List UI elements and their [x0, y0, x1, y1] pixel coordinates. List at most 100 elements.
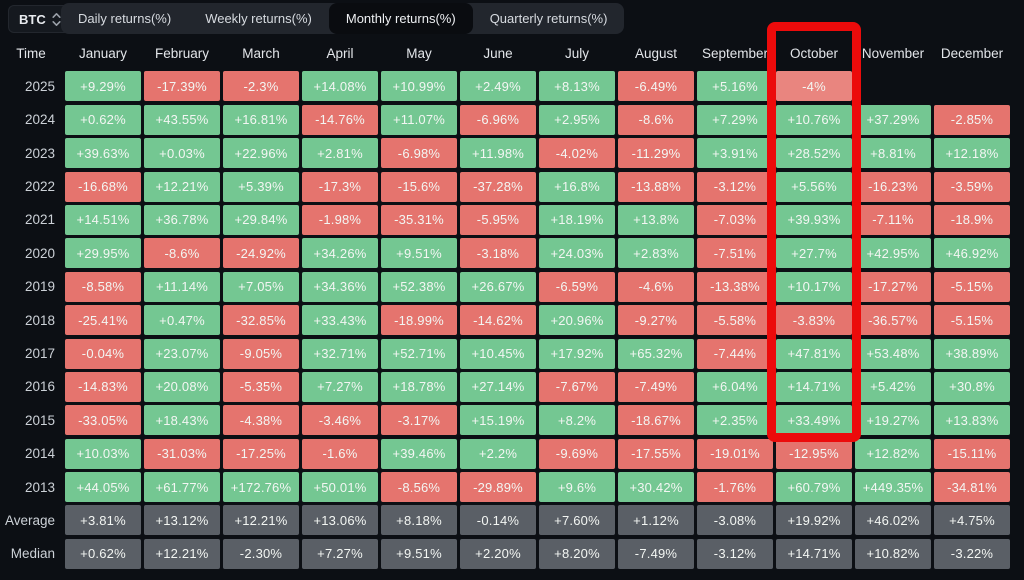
return-cell-2024-april: -14.76% — [302, 104, 378, 135]
return-cell-2024-october: +10.76% — [776, 104, 852, 135]
return-cell-2019-april: +34.36% — [302, 271, 378, 302]
return-cell-2013-february: +61.77% — [144, 472, 220, 503]
column-header-may: May — [406, 45, 432, 61]
return-cell-2022-november: -16.23% — [855, 171, 931, 202]
return-cell-2020-july: +24.03% — [539, 238, 615, 269]
tab-weekly[interactable]: Weekly returns(%) — [205, 11, 312, 26]
tab-monthly[interactable]: Monthly returns(%) — [328, 3, 473, 34]
return-cell-2017-november: +53.48% — [855, 338, 931, 369]
return-cell-average-september: -3.08% — [697, 505, 773, 536]
return-cell-2019-september: -13.38% — [697, 271, 773, 302]
return-cell-2021-november: -7.11% — [855, 204, 931, 235]
return-cell-2019-june: +26.67% — [460, 271, 536, 302]
return-cell-2020-november: +42.95% — [855, 238, 931, 269]
return-cell-2018-april: +33.43% — [302, 305, 378, 336]
return-cell-2014-april: -1.6% — [302, 438, 378, 469]
return-cell-2013-april: +50.01% — [302, 472, 378, 503]
row-label-2022: 2022 — [24, 179, 55, 195]
return-cell-2016-june: +27.14% — [460, 371, 536, 402]
return-cell-2014-august: -17.55% — [618, 438, 694, 469]
return-cell-average-may: +8.18% — [381, 505, 457, 536]
return-cell-2016-october: +14.71% — [776, 371, 852, 402]
return-cell-2023-april: +2.81% — [302, 138, 378, 169]
column-header-november: November — [861, 45, 925, 61]
return-cell-median-july: +8.20% — [539, 538, 615, 569]
return-cell-2022-march: +5.39% — [223, 171, 299, 202]
return-cell-2019-august: -4.6% — [618, 271, 694, 302]
return-cell-2023-may: -6.98% — [381, 138, 457, 169]
return-cell-2013-october: +60.79% — [776, 472, 852, 503]
return-cell-2020-march: -24.92% — [223, 238, 299, 269]
return-cell-2024-september: +7.29% — [697, 104, 773, 135]
return-cell-average-march: +12.21% — [223, 505, 299, 536]
return-cell-2023-august: -11.29% — [618, 138, 694, 169]
return-cell-2016-april: +7.27% — [302, 371, 378, 402]
return-cell-average-november: +46.02% — [855, 505, 931, 536]
return-cell-2017-may: +52.71% — [381, 338, 457, 369]
return-cell-median-april: +7.27% — [302, 538, 378, 569]
return-cell-2024-march: +16.81% — [223, 104, 299, 135]
return-cell-2022-may: -15.6% — [381, 171, 457, 202]
row-label-2023: 2023 — [24, 145, 55, 161]
return-cell-2015-april: -3.46% — [302, 405, 378, 436]
return-cell-2024-december: -2.85% — [934, 104, 1010, 135]
return-cell-2019-march: +7.05% — [223, 271, 299, 302]
return-cell-2024-july: +2.95% — [539, 104, 615, 135]
return-cell-average-july: +7.60% — [539, 505, 615, 536]
return-cell-2024-june: -6.96% — [460, 104, 536, 135]
return-cell-2018-february: +0.47% — [144, 305, 220, 336]
row-label-2024: 2024 — [24, 112, 55, 128]
empty-cell — [855, 71, 931, 101]
return-cell-2015-january: -33.05% — [65, 405, 141, 436]
return-cell-2021-february: +36.78% — [144, 204, 220, 235]
return-cell-2021-october: +39.93% — [776, 204, 852, 235]
return-cell-2021-april: -1.98% — [302, 204, 378, 235]
sort-arrows-icon — [52, 12, 61, 27]
return-cell-2020-august: +2.83% — [618, 238, 694, 269]
return-cell-2017-june: +10.45% — [460, 338, 536, 369]
row-label-2021: 2021 — [24, 212, 55, 228]
return-cell-2015-august: -18.67% — [618, 405, 694, 436]
return-cell-2019-october: +10.17% — [776, 271, 852, 302]
return-cell-median-december: -3.22% — [934, 538, 1010, 569]
return-cell-2017-december: +38.89% — [934, 338, 1010, 369]
return-cell-2016-march: -5.35% — [223, 371, 299, 402]
return-cell-2015-february: +18.43% — [144, 405, 220, 436]
return-cell-2021-january: +14.51% — [65, 204, 141, 235]
return-cell-2024-february: +43.55% — [144, 104, 220, 135]
return-cell-average-february: +13.12% — [144, 505, 220, 536]
return-cell-2023-january: +39.63% — [65, 138, 141, 169]
return-cell-2020-september: -7.51% — [697, 238, 773, 269]
return-cell-2024-january: +0.62% — [65, 104, 141, 135]
return-cell-2016-may: +18.78% — [381, 371, 457, 402]
column-header-september: September — [701, 45, 769, 61]
tab-quarterly[interactable]: Quarterly returns(%) — [489, 11, 608, 26]
tab-daily[interactable]: Daily returns(%) — [78, 11, 172, 26]
return-cell-2018-august: -9.27% — [618, 305, 694, 336]
return-cell-2017-april: +32.71% — [302, 338, 378, 369]
row-label-2017: 2017 — [24, 346, 55, 362]
return-cell-median-august: -7.49% — [618, 538, 694, 569]
return-cell-2014-may: +39.46% — [381, 438, 457, 469]
return-cell-2019-december: -5.15% — [934, 271, 1010, 302]
return-cell-2025-january: +9.29% — [65, 71, 141, 102]
return-cell-2021-june: -5.95% — [460, 204, 536, 235]
column-header-march: March — [242, 45, 280, 61]
return-cell-2017-july: +17.92% — [539, 338, 615, 369]
return-cell-2018-july: +20.96% — [539, 305, 615, 336]
return-cell-2013-august: +30.42% — [618, 472, 694, 503]
return-cell-2020-may: +9.51% — [381, 238, 457, 269]
return-cell-2022-july: +16.8% — [539, 171, 615, 202]
return-cell-2013-june: -29.89% — [460, 472, 536, 503]
return-cell-2021-may: -35.31% — [381, 204, 457, 235]
return-cell-2016-september: +6.04% — [697, 371, 773, 402]
return-cell-2016-february: +20.08% — [144, 371, 220, 402]
return-cell-median-january: +0.62% — [65, 538, 141, 569]
return-cell-average-april: +13.06% — [302, 505, 378, 536]
return-cell-2015-july: +8.2% — [539, 405, 615, 436]
row-label-2019: 2019 — [24, 279, 55, 295]
return-cell-2017-october: +47.81% — [776, 338, 852, 369]
return-cell-2014-october: -12.95% — [776, 438, 852, 469]
return-cell-2015-march: -4.38% — [223, 405, 299, 436]
return-cell-2025-july: +8.13% — [539, 71, 615, 102]
